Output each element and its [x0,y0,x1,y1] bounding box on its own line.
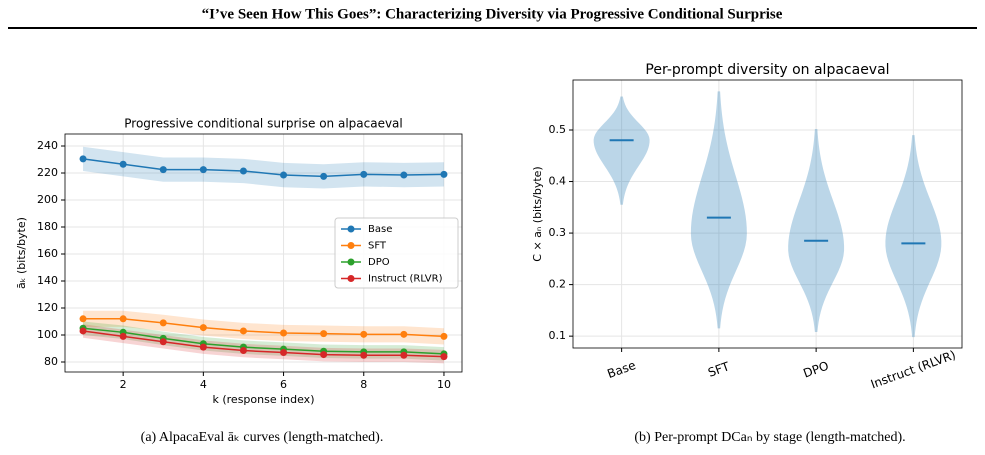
y-tick-label: 200 [37,193,58,206]
marker [239,327,247,335]
line [83,318,444,338]
marker [119,160,127,168]
violin-body [885,135,942,338]
marker [199,324,207,332]
marker [159,166,167,174]
y-tick-label: 220 [37,166,58,179]
marker [400,330,408,338]
marker [199,166,207,174]
marker [360,170,368,178]
marker [159,338,167,346]
marker [320,172,328,180]
marker [159,319,167,327]
plot-frame [572,79,963,349]
y-tick-label: 140 [37,274,58,287]
marker [320,351,328,359]
y-tick-label: 0.1 [549,329,567,342]
marker [119,315,127,323]
y-tick-label: 180 [37,220,58,233]
legend-box [334,217,459,289]
marker [280,349,288,357]
x-tick-label: 8 [360,378,367,391]
x-tick-label: DPO [801,359,830,381]
legend-marker [347,225,355,233]
x-axis-label: k (response index) [212,393,314,406]
caption: (a) AlpacaEval āₖ curves (length-matched… [141,430,384,445]
marker [440,170,448,178]
plot-frame [64,133,463,373]
line [82,330,444,358]
paper-title: “I’ve Seen How This Goes”: Characterizin… [202,6,783,22]
x-tick-label: 10 [437,378,451,391]
legend-label: SFT [368,241,387,252]
error-band [83,321,444,361]
x-tick-label: SFT [706,359,732,380]
marker [79,327,87,335]
line [82,158,444,178]
x-tick-label: 6 [280,378,287,391]
legend-label: Base [368,224,392,235]
y-tick-label: 0.2 [549,278,567,291]
x-tick-label: Instruct (RLVR) [869,348,958,392]
marker [360,330,368,338]
marker [79,155,87,163]
y-axis-label: āₖ (bits/byte) [15,217,28,289]
marker [400,171,408,179]
legend-marker [347,258,355,266]
legend-marker [347,242,355,249]
chart-title: Per-prompt diversity on alpacaeval [645,62,889,78]
legend-marker [347,275,355,282]
marker [119,332,127,340]
error-band [83,310,444,345]
line [82,327,444,355]
marker [360,351,368,359]
marker [239,347,247,355]
violin-body [690,91,747,329]
violin-body [593,96,650,205]
caption: (b) Per-prompt DCaₙ by stage (length-mat… [634,430,905,445]
marker [280,329,288,337]
x-tick-label: 2 [120,378,127,391]
y-tick-label: 0.4 [549,175,567,188]
y-tick-label: 160 [37,247,58,260]
marker [79,315,87,323]
y-tick-label: 80 [44,355,58,368]
y-axis-label: C × aₙ (bits/byte) [531,166,544,261]
marker [239,167,247,175]
y-tick-label: 0.3 [549,226,567,239]
legend-label: DPO [368,257,390,268]
y-tick-label: 120 [37,301,58,314]
marker [440,353,448,361]
error-band [83,146,444,189]
legend-label: Instruct (RLVR) [368,274,443,285]
x-tick-label: 4 [200,378,207,391]
x-tick-label: Base [605,358,637,381]
marker [400,351,408,359]
violin-body [788,128,845,333]
y-tick-label: 0.5 [549,123,567,136]
marker [280,171,288,179]
y-tick-label: 240 [37,139,58,152]
error-band [83,324,444,364]
chart-title: Progressive conditional surprise on alpa… [124,117,403,131]
marker [320,330,328,338]
y-tick-label: 100 [37,328,58,341]
marker [199,343,207,351]
marker [440,332,448,340]
